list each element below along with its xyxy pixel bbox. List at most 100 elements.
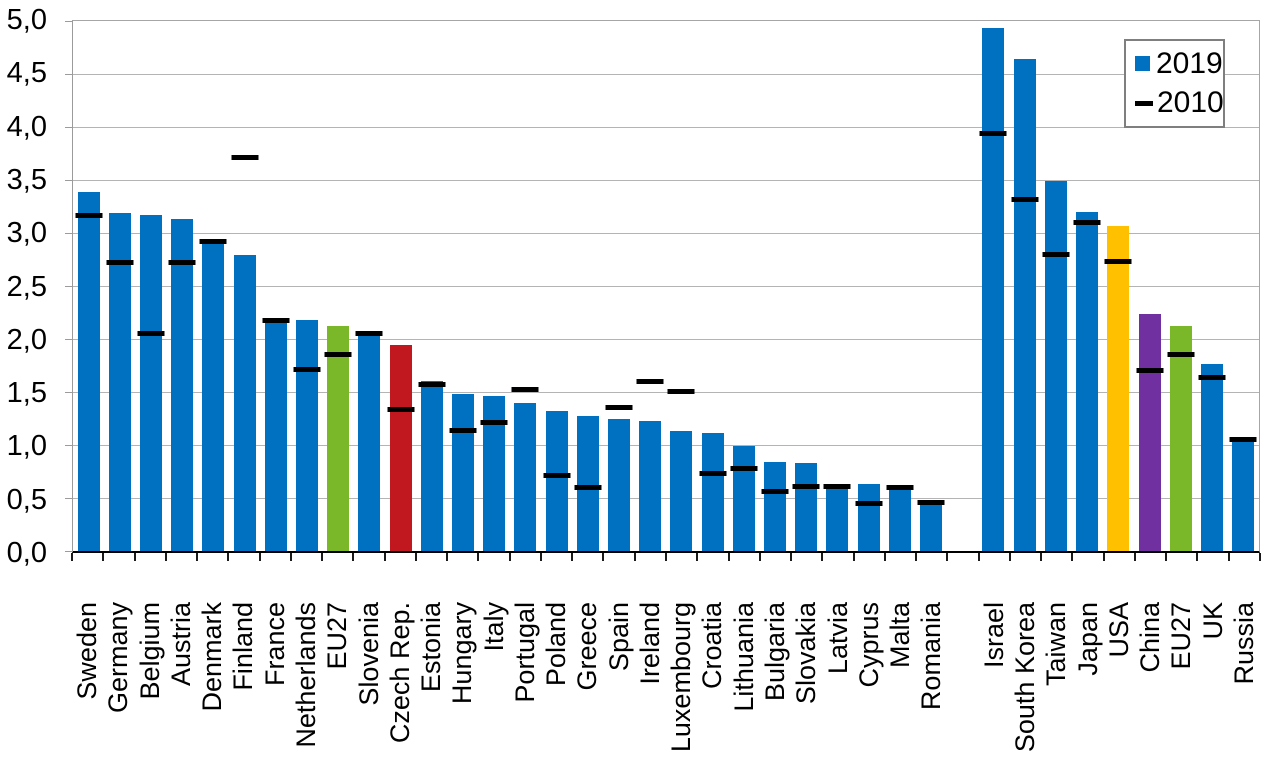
marker-2010 — [855, 501, 883, 507]
bar-2019 — [1076, 211, 1099, 551]
x-axis-label: Estonia — [416, 602, 447, 693]
y-axis-tick — [65, 286, 73, 287]
x-axis-label: Finland — [228, 602, 259, 691]
marker-2010 — [75, 212, 103, 218]
x-axis-label: Slovenia — [353, 602, 384, 706]
y-axis-tick-label: 3,5 — [6, 163, 47, 196]
bar-slot — [666, 21, 697, 551]
x-axis-tick — [633, 553, 636, 561]
y-axis-tick-label: 1,5 — [6, 377, 47, 410]
x-axis-tick — [727, 553, 730, 561]
x-axis-label: Netherlands — [290, 602, 321, 748]
marker-2010 — [355, 330, 383, 336]
x-axis-tick — [758, 553, 761, 561]
bar-2019 — [701, 433, 724, 551]
x-axis-tick — [446, 553, 449, 561]
bar-slot — [759, 21, 790, 551]
x-axis-tick — [196, 553, 199, 561]
bar-slot — [354, 21, 385, 551]
x-label-slot: Ireland — [635, 562, 666, 776]
bar-2019 — [732, 446, 755, 551]
x-axis-label: Greece — [572, 602, 603, 691]
x-label-slot: USA — [1104, 562, 1135, 776]
bar-2019 — [358, 333, 381, 551]
x-label-slot — [947, 562, 978, 776]
x-label-slot: Italy — [478, 562, 509, 776]
x-label-slot: Austria — [166, 562, 197, 776]
legend-2019-label: 2019 — [1156, 46, 1223, 80]
x-axis-label: Russia — [1228, 602, 1259, 685]
x-label-slot: Denmark — [197, 562, 228, 776]
x-label-slot: Sweden — [72, 562, 103, 776]
bar-slot — [1228, 21, 1259, 551]
bar-2019 — [1232, 440, 1255, 551]
marker-2010 — [1198, 375, 1226, 381]
marker-2010 — [324, 351, 352, 357]
bar-2019 — [264, 318, 287, 551]
bar-2019 — [1107, 225, 1130, 551]
bar-slot — [73, 21, 104, 551]
marker-2010 — [387, 406, 415, 412]
y-axis-tick-label: 5,0 — [6, 4, 47, 36]
x-axis-label: Latvia — [822, 602, 853, 675]
x-axis-tick — [571, 553, 574, 561]
bar-2019 — [514, 402, 537, 551]
gridline — [73, 233, 1259, 234]
x-axis-tick — [71, 553, 73, 561]
marker-2010 — [168, 259, 196, 265]
bar-slot — [135, 21, 166, 551]
marker-2010 — [137, 330, 165, 336]
bar-slot — [229, 21, 260, 551]
bar-slot — [728, 21, 759, 551]
bar-2019 — [108, 212, 131, 551]
gridline — [73, 392, 1259, 393]
marker-2010 — [293, 366, 321, 372]
x-label-slot: Czech Rep. — [385, 562, 416, 776]
bar-slot — [884, 21, 915, 551]
x-label-slot: Bulgaria — [760, 562, 791, 776]
bar-2019 — [420, 381, 443, 551]
legend-2019-square-icon — [1135, 56, 1150, 72]
marker-2010 — [605, 404, 633, 410]
x-axis-label: Lithuania — [728, 602, 759, 712]
bar-2019 — [982, 28, 1005, 551]
gridline — [73, 180, 1259, 181]
gridline — [73, 74, 1259, 75]
bar-2019 — [1013, 59, 1036, 551]
x-label-slot: Poland — [541, 562, 572, 776]
x-axis-tick — [258, 553, 261, 561]
marker-2010 — [480, 419, 508, 425]
x-label-slot: EU27 — [1166, 562, 1197, 776]
y-axis-tick-label: 2,0 — [6, 323, 47, 356]
bar-2019 — [202, 242, 225, 551]
bars-layer — [73, 21, 1259, 551]
x-axis-tick — [383, 553, 386, 561]
legend: 2019 2010 — [1124, 39, 1225, 128]
x-label-slot: China — [1135, 562, 1166, 776]
bar-slot — [853, 21, 884, 551]
x-axis-label: EU27 — [1166, 602, 1197, 670]
bar-2019 — [233, 255, 256, 551]
x-axis-tick — [414, 553, 417, 561]
legend-item-2010: 2010 — [1135, 86, 1224, 120]
x-axis-label: Ireland — [634, 602, 665, 685]
bar-slot — [1103, 21, 1134, 551]
x-axis-tick — [821, 553, 824, 561]
x-label-slot: UK — [1198, 562, 1229, 776]
x-axis-label: Italy — [478, 602, 509, 652]
y-axis-tick — [65, 498, 73, 499]
x-axis-tick — [539, 553, 542, 561]
y-axis-tick — [65, 339, 73, 340]
bar-slot — [541, 21, 572, 551]
bar-2019 — [327, 326, 350, 551]
bar-slot — [323, 21, 354, 551]
x-axis-label: Malta — [885, 602, 916, 669]
x-axis-label: Sweden — [72, 602, 103, 700]
x-axis-tick — [852, 553, 855, 561]
marker-2010 — [792, 484, 820, 490]
x-axis-label: Israel — [978, 602, 1009, 669]
y-axis-tick-label: 2,5 — [6, 270, 47, 303]
gridline — [73, 498, 1259, 499]
bar-slot — [1009, 21, 1040, 551]
x-axis-label: Czech Rep. — [384, 602, 415, 744]
